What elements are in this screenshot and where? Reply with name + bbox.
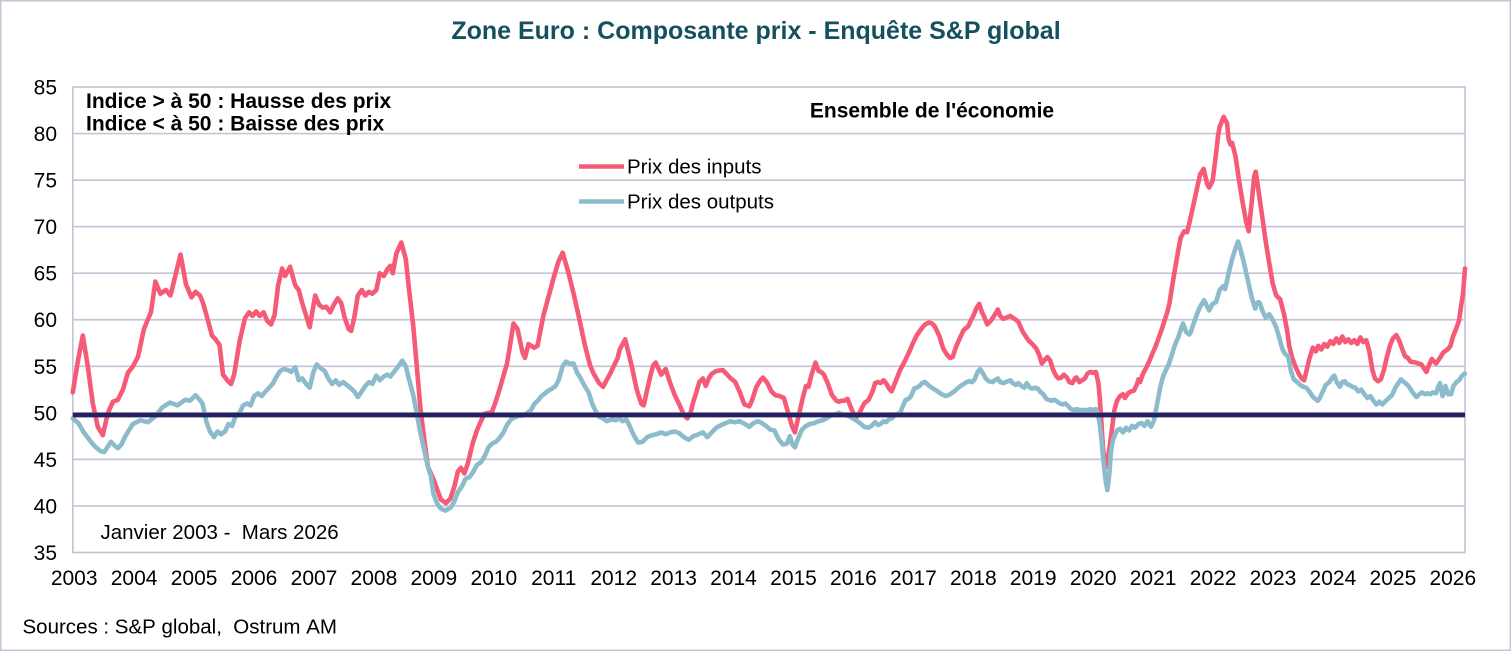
svg-text:2013: 2013 xyxy=(650,567,697,590)
svg-text:Janvier 2003 - Mars 2026: Janvier 2003 - Mars 2026 xyxy=(101,521,339,544)
svg-text:45: 45 xyxy=(34,449,57,472)
svg-text:65: 65 xyxy=(34,263,57,286)
svg-text:Zone Euro : Composante prix -: Zone Euro : Composante prix - Enquête S&… xyxy=(451,17,1060,45)
svg-text:2023: 2023 xyxy=(1250,567,1297,590)
svg-text:Ensemble de l'économie: Ensemble de l'économie xyxy=(810,100,1054,123)
svg-text:2021: 2021 xyxy=(1130,567,1177,590)
svg-text:2004: 2004 xyxy=(111,567,158,590)
svg-text:2006: 2006 xyxy=(231,567,278,590)
svg-text:2016: 2016 xyxy=(830,567,877,590)
svg-text:2025: 2025 xyxy=(1370,567,1417,590)
svg-text:85: 85 xyxy=(34,77,57,100)
svg-text:60: 60 xyxy=(34,309,57,332)
svg-text:2009: 2009 xyxy=(410,567,457,590)
svg-text:Indice < à 50 : Baisse des pri: Indice < à 50 : Baisse des prix xyxy=(86,113,385,136)
svg-text:70: 70 xyxy=(34,216,57,239)
svg-text:2003: 2003 xyxy=(51,567,98,590)
svg-text:2007: 2007 xyxy=(291,567,338,590)
svg-text:2022: 2022 xyxy=(1190,567,1237,590)
svg-text:35: 35 xyxy=(34,542,57,565)
svg-text:Indice > à 50 : Hausse des pri: Indice > à 50 : Hausse des prix xyxy=(86,90,392,113)
svg-text:75: 75 xyxy=(34,170,57,193)
svg-text:Prix des inputs: Prix des inputs xyxy=(627,156,761,179)
svg-text:Prix des outputs: Prix des outputs xyxy=(627,191,774,214)
svg-text:80: 80 xyxy=(34,123,57,146)
svg-text:50: 50 xyxy=(34,402,57,425)
svg-text:2015: 2015 xyxy=(770,567,817,590)
svg-text:2011: 2011 xyxy=(531,567,576,590)
svg-text:2012: 2012 xyxy=(590,567,637,590)
svg-text:2005: 2005 xyxy=(171,567,218,590)
svg-text:55: 55 xyxy=(34,356,57,379)
svg-text:2019: 2019 xyxy=(1010,567,1057,590)
svg-text:2014: 2014 xyxy=(710,567,757,590)
svg-text:2010: 2010 xyxy=(470,567,517,590)
svg-text:2020: 2020 xyxy=(1070,567,1117,590)
svg-text:Sources : S&P global, Ostrum: Sources : S&P global, Ostrum AM xyxy=(23,616,337,639)
svg-text:2018: 2018 xyxy=(950,567,997,590)
svg-text:2026: 2026 xyxy=(1429,567,1476,590)
svg-text:40: 40 xyxy=(34,496,57,519)
svg-text:2024: 2024 xyxy=(1310,567,1357,590)
svg-text:2017: 2017 xyxy=(890,567,937,590)
svg-text:2008: 2008 xyxy=(351,567,398,590)
